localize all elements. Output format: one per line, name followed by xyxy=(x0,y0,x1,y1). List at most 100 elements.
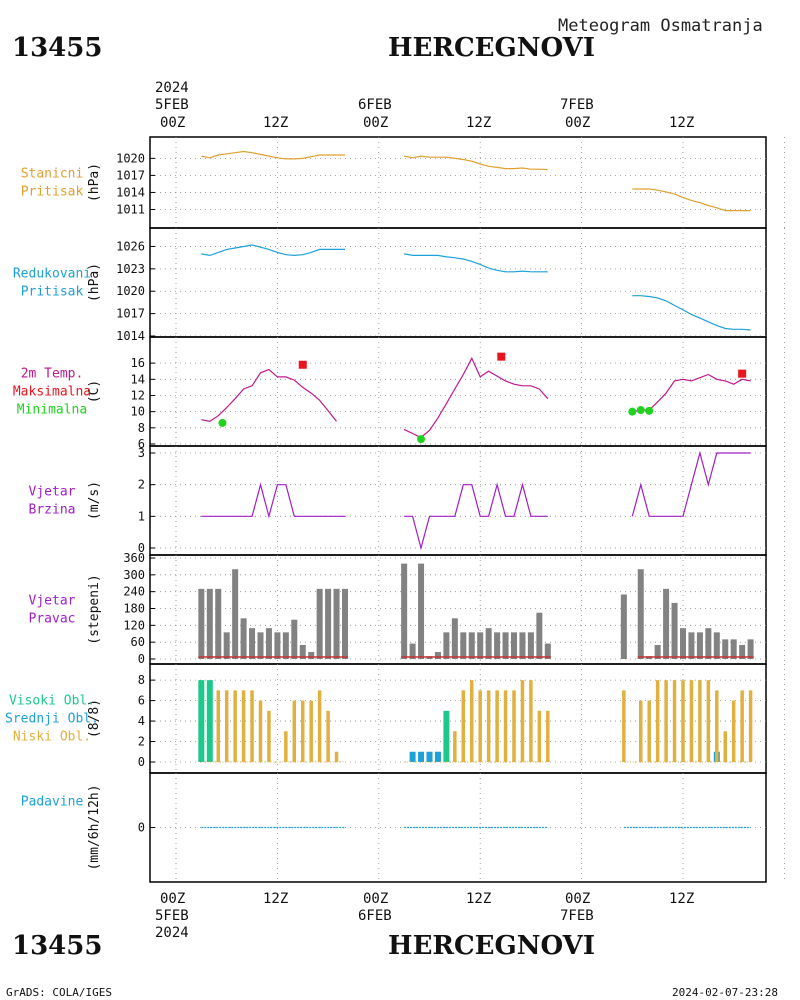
panel-label: Stanicni xyxy=(21,167,84,182)
series-line xyxy=(201,244,345,257)
panel-label: Pritisak xyxy=(21,285,84,300)
bottom-axis-hour-6: 12Z xyxy=(669,891,694,907)
min-temp-marker xyxy=(645,406,654,415)
top-axis-hour-1: 00Z xyxy=(160,115,185,131)
direction-bar xyxy=(342,588,348,659)
y-tick-label: 16 xyxy=(131,356,145,370)
top-axis-hour-5: 00Z xyxy=(565,115,590,131)
top-time-axis: 2024 5FEB 6FEB 7FEB 00Z 12Z 00Z 12Z 00Z … xyxy=(155,80,694,131)
y-tick-label: 1011 xyxy=(116,202,145,216)
direction-bar xyxy=(274,632,281,659)
cloud-bar xyxy=(520,680,525,762)
bottom-axis-hour-2: 12Z xyxy=(263,891,288,907)
panel-label: Brzina xyxy=(29,503,76,518)
panel-label: Niski Obl. xyxy=(13,730,91,745)
y-axis-label: (hPa) xyxy=(87,163,102,202)
panel-frame xyxy=(149,136,767,229)
direction-bar xyxy=(249,628,256,659)
cloud-bar xyxy=(478,690,482,762)
direction-bar xyxy=(282,632,289,659)
direction-bar xyxy=(511,632,517,659)
bottom-axis-year: 2024 xyxy=(155,925,189,941)
top-axis-date-1: 5FEB xyxy=(155,97,189,113)
bottom-time-axis: 00Z 12Z 00Z 12Z 00Z 12Z 5FEB 6FEB 7FEB 2… xyxy=(155,891,694,941)
max-temp-marker xyxy=(298,360,307,369)
panel-label: 2m Temp. xyxy=(21,367,84,382)
direction-bar xyxy=(460,632,467,659)
top-axis-year: 2024 xyxy=(155,80,189,96)
cloud-bar xyxy=(689,680,694,762)
y-tick-label: 6 xyxy=(138,437,145,451)
cloud-bar xyxy=(334,751,339,762)
panel-label: Minimalna xyxy=(17,403,87,418)
panel-wind_speed: 0 1 2 3 (m/s) Vjetar Brzina xyxy=(29,445,785,556)
cloud-bar xyxy=(470,680,474,762)
series-line xyxy=(632,295,751,331)
panel-label: Vjetar xyxy=(29,594,76,609)
panel-label: Vjetar xyxy=(29,485,76,500)
y-tick-label: 1014 xyxy=(116,329,145,343)
cloud-bar xyxy=(409,751,416,762)
panel-label: Srednji Obl. xyxy=(5,712,99,727)
series-line xyxy=(632,373,751,413)
grads-credit: GrADS: COLA/IGES xyxy=(6,986,112,999)
series-line xyxy=(404,482,548,551)
direction-bar xyxy=(451,618,458,659)
cloud-bar xyxy=(503,690,508,762)
y-axis-label: (8/8) xyxy=(87,699,102,738)
panel-label: Padavine xyxy=(21,795,84,810)
y-tick-label: 1026 xyxy=(116,239,145,253)
cloud-bar xyxy=(216,690,220,762)
cloud-bar xyxy=(731,700,736,762)
y-tick-label: 8 xyxy=(138,673,145,687)
y-tick-label: 240 xyxy=(123,585,145,599)
panel-frame xyxy=(149,227,767,338)
direction-bar xyxy=(696,632,703,659)
top-axis-hour-6: 12Z xyxy=(669,115,694,131)
y-tick-label: 3 xyxy=(138,446,145,460)
panel-temperature: 6 8 10 12 14 16 (C)2m Temp. Maksimalna Minimalna xyxy=(13,336,785,451)
direction-bar xyxy=(477,632,484,659)
direction-bar xyxy=(316,588,323,659)
cloud-bar xyxy=(655,680,660,762)
cloud-bar xyxy=(664,680,668,762)
direction-bar xyxy=(299,644,306,659)
y-tick-label: 0 xyxy=(138,541,145,555)
y-tick-label: 8 xyxy=(138,421,145,435)
panels: 1011101410171020(hPa)StanicniPritisak101… xyxy=(5,136,785,883)
cloud-bar xyxy=(529,680,533,762)
top-axis-hour-4: 12Z xyxy=(466,115,491,131)
direction-bar xyxy=(688,632,695,659)
y-tick-label: 12 xyxy=(131,388,145,402)
min-temp-marker xyxy=(218,418,227,427)
y-axis-label: (hPa) xyxy=(87,263,102,302)
cloud-bar xyxy=(647,700,651,762)
cloud-bar xyxy=(495,690,499,762)
y-tick-label: 1023 xyxy=(116,262,145,276)
bottom-axis-hour-5: 00Z xyxy=(565,891,590,907)
cloud-bar xyxy=(486,690,491,762)
panel-station_pressure: 1011 1014 1017 1020 (hPa)Stanicni Pritisak xyxy=(21,136,785,229)
cloud-bar xyxy=(622,690,626,762)
direction-bar xyxy=(654,644,661,659)
y-tick-label: 120 xyxy=(123,618,145,632)
top-axis-hour-2: 12Z xyxy=(263,115,288,131)
y-tick-label: 0 xyxy=(138,652,145,666)
cloud-bar xyxy=(681,680,685,762)
cloud-bar xyxy=(224,690,229,762)
cloud-bar xyxy=(639,700,643,762)
bottom-axis-date-3: 7FEB xyxy=(560,908,594,924)
min-temp-marker xyxy=(628,407,637,416)
direction-bar xyxy=(485,628,492,659)
cloud-bar xyxy=(198,680,205,762)
direction-bar xyxy=(544,643,551,659)
direction-bar xyxy=(519,632,526,659)
direction-bar xyxy=(223,632,230,659)
top-axis-hour-3: 00Z xyxy=(363,115,388,131)
y-tick-label: 14 xyxy=(131,372,145,386)
series-line xyxy=(631,450,751,517)
panel-clouds: 0 2 4 6 8 (8/8)Visoki Obl. Srednji Obl. Niski O… xyxy=(5,663,785,774)
cloud-bar xyxy=(206,680,213,762)
cloud-bar xyxy=(434,751,441,762)
